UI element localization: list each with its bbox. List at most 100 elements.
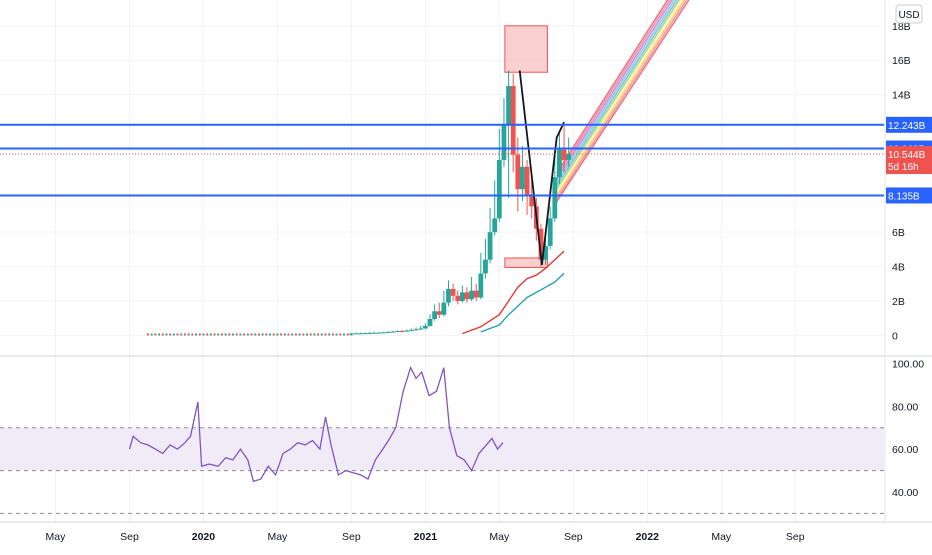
candle bbox=[331, 333, 334, 336]
candle-body-35 bbox=[510, 85, 516, 155]
horizontal-levels[interactable] bbox=[0, 123, 884, 197]
pattern-lines bbox=[518, 70, 565, 266]
time-tick-label[interactable]: May bbox=[46, 531, 67, 543]
candle bbox=[257, 333, 260, 336]
candle-body-24 bbox=[459, 292, 465, 301]
candle bbox=[176, 333, 179, 336]
time-tick-label[interactable]: May bbox=[267, 531, 288, 543]
candle bbox=[172, 333, 175, 336]
rsi-tick-label[interactable]: 80.00 bbox=[892, 401, 918, 413]
channel-upper-bound bbox=[556, 0, 669, 174]
candle bbox=[180, 333, 183, 336]
channel-line-1 bbox=[555, 0, 671, 177]
candle bbox=[224, 333, 227, 336]
candle bbox=[195, 333, 198, 336]
currency-button[interactable]: USD bbox=[895, 4, 923, 24]
last-price-text: 10.544B bbox=[888, 150, 926, 161]
candle-body-10 bbox=[395, 331, 401, 333]
candle-body-29 bbox=[483, 259, 488, 274]
time-tick-label[interactable]: 2022 bbox=[636, 531, 660, 543]
candle-body-46 bbox=[561, 149, 567, 160]
supply-zone bbox=[504, 25, 548, 73]
time-tick-label[interactable]: Sep bbox=[342, 531, 361, 543]
candle-body-37 bbox=[520, 166, 525, 190]
candle bbox=[291, 333, 294, 336]
time-axis[interactable]: May Sep 2020 May Sep 2021 May Sep 2022 May Sep bbox=[46, 531, 805, 543]
candle-body-34 bbox=[506, 85, 511, 126]
rsi-line bbox=[128, 365, 504, 483]
candle bbox=[213, 333, 216, 336]
price-tick-label[interactable]: 14B bbox=[892, 90, 911, 102]
candle bbox=[183, 333, 186, 336]
candle-body-26 bbox=[469, 290, 474, 300]
candle bbox=[161, 333, 164, 336]
candle bbox=[217, 333, 220, 336]
candle-body-1 bbox=[353, 333, 359, 335]
regression-channel bbox=[555, 0, 690, 203]
candle-body-7 bbox=[381, 332, 387, 334]
time-tick-label[interactable]: May bbox=[489, 531, 510, 543]
candle bbox=[272, 333, 275, 336]
candle bbox=[146, 333, 149, 336]
candle-body-5 bbox=[372, 332, 377, 334]
price-tick-label[interactable]: 2B bbox=[892, 296, 905, 308]
candle-body-39 bbox=[529, 194, 535, 207]
candle-body-23 bbox=[455, 295, 461, 301]
time-tick-label[interactable]: 2020 bbox=[192, 531, 216, 543]
candle bbox=[294, 333, 297, 336]
candle bbox=[165, 333, 168, 336]
price-tick-label[interactable]: 18B bbox=[892, 21, 911, 33]
candle bbox=[239, 333, 242, 336]
candle-body-8 bbox=[385, 331, 391, 333]
candle-body-18 bbox=[432, 311, 438, 320]
candle-body-27 bbox=[473, 290, 479, 298]
price-tick-label[interactable]: 16B bbox=[892, 55, 911, 67]
candle bbox=[320, 333, 323, 336]
candle-body-4 bbox=[367, 332, 373, 334]
rsi-tick-label[interactable]: 60.00 bbox=[892, 444, 918, 456]
level-badge-0 bbox=[886, 116, 932, 133]
candle bbox=[313, 333, 316, 336]
price-axis[interactable]: 0 2B 4B 6B 14B 16B 18B bbox=[892, 21, 911, 343]
level-badge-text: 12.243B bbox=[888, 121, 926, 132]
candle-body-25 bbox=[464, 292, 470, 300]
candle bbox=[276, 333, 279, 336]
price-tick-label[interactable]: 6B bbox=[892, 227, 905, 239]
time-tick-label[interactable]: May bbox=[711, 531, 732, 543]
rsi-tick-label[interactable]: 100.00 bbox=[892, 358, 924, 370]
currency-button-frame[interactable] bbox=[895, 4, 923, 24]
candle bbox=[235, 333, 238, 336]
rsi-axis[interactable]: 100.00 80.00 60.00 40.00 bbox=[892, 358, 924, 499]
price-tick-label[interactable]: 0 bbox=[892, 330, 898, 342]
time-tick-label[interactable]: Sep bbox=[120, 531, 139, 543]
candle-body-21 bbox=[446, 288, 451, 303]
candle-body-42 bbox=[543, 245, 548, 260]
price-tick-label[interactable]: 4B bbox=[892, 262, 905, 274]
candle bbox=[298, 333, 301, 336]
candle bbox=[220, 333, 223, 336]
candle-body-20 bbox=[441, 302, 447, 315]
candle-body-16 bbox=[422, 325, 428, 329]
candle-body-19 bbox=[436, 311, 442, 315]
level-badge-text: 8.135B bbox=[888, 191, 920, 202]
currency-button-label[interactable]: USD bbox=[898, 10, 919, 21]
candle-body-9 bbox=[390, 331, 396, 333]
candle bbox=[280, 333, 283, 336]
countdown-text: 5d 16h bbox=[888, 162, 919, 173]
time-tick-label[interactable]: 2021 bbox=[414, 531, 438, 543]
time-tick-label[interactable]: Sep bbox=[564, 531, 583, 543]
candle-body-41 bbox=[538, 228, 544, 260]
rsi-tick-label[interactable]: 40.00 bbox=[892, 487, 918, 499]
channel-line-7 bbox=[555, 0, 685, 196]
candle-body-12 bbox=[404, 330, 410, 332]
channel-lower-bound bbox=[556, 0, 690, 202]
candle bbox=[287, 333, 290, 336]
time-tick-label[interactable]: Sep bbox=[786, 531, 805, 543]
candle bbox=[209, 333, 212, 336]
candle bbox=[202, 333, 205, 336]
candle bbox=[191, 333, 194, 336]
rsi-path bbox=[128, 365, 504, 483]
